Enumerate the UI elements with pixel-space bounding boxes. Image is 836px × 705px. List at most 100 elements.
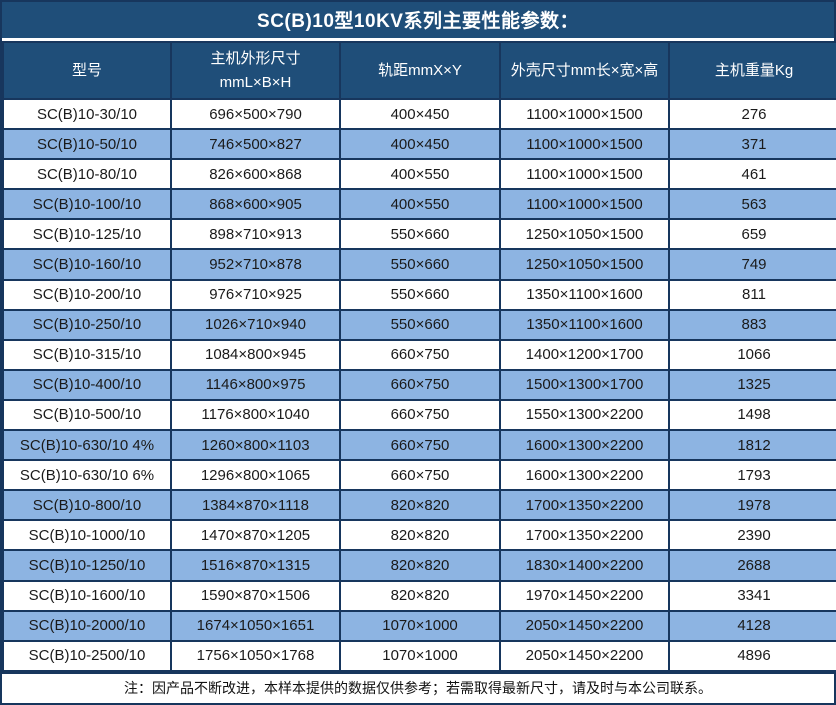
- table-cell: 1176×800×1040: [170, 398, 341, 432]
- column-header-weight: 主机重量Kg: [668, 41, 836, 100]
- table-cell: 1250×1050×1500: [499, 248, 670, 281]
- table-row: SC(B)10-630/10 6% 1296×800×1065 660×750 160…: [2, 459, 836, 492]
- column-header-rail-gauge: 轨距mmX×Y: [339, 41, 501, 100]
- table-cell: 1970×1450×2200: [499, 579, 670, 612]
- table-cell: 1978: [668, 489, 836, 522]
- table-cell: SC(B)10-500/10: [2, 398, 172, 432]
- table-cell: 1026×710×940: [170, 308, 341, 341]
- table-cell: 400×450: [339, 97, 501, 131]
- table-cell: SC(B)10-1000/10: [2, 519, 172, 552]
- table-cell: 1384×870×1118: [170, 489, 341, 522]
- table-cell: 1700×1350×2200: [499, 489, 670, 522]
- table-cell: SC(B)10-315/10: [2, 338, 172, 371]
- table-cell: 4128: [668, 609, 836, 642]
- table-cell: 746×500×827: [170, 128, 341, 161]
- table-cell: 1600×1300×2200: [499, 459, 670, 492]
- table-cell: SC(B)10-1250/10: [2, 549, 172, 582]
- table-cell: 898×710×913: [170, 218, 341, 251]
- table-cell: 820×820: [339, 579, 501, 612]
- table-row: SC(B)10-125/10 898×710×913 550×660 1250×105…: [2, 218, 836, 251]
- table-cell: SC(B)10-50/10: [2, 128, 172, 161]
- table-cell: 563: [668, 188, 836, 221]
- table-cell: 868×600×905: [170, 188, 341, 221]
- table-cell: SC(B)10-630/10 4%: [2, 429, 172, 462]
- table-cell: 660×750: [339, 398, 501, 432]
- table-cell: 461: [668, 158, 836, 191]
- table-cell: 820×820: [339, 549, 501, 582]
- table-row: SC(B)10-400/10 1146×800×975 660×750 1500×13…: [2, 368, 836, 401]
- table-cell: 400×450: [339, 128, 501, 161]
- table-cell: SC(B)10-2000/10: [2, 609, 172, 642]
- table-cell: 660×750: [339, 429, 501, 462]
- table-cell: 1250×1050×1500: [499, 218, 670, 251]
- table-cell: 820×820: [339, 519, 501, 552]
- table-cell: 371: [668, 128, 836, 161]
- table-cell: 660×750: [339, 459, 501, 492]
- table-cell: 1100×1000×1500: [499, 128, 670, 161]
- table-row: SC(B)10-200/10 976×710×925 550×660 1350×110…: [2, 278, 836, 311]
- table-cell: 1498: [668, 398, 836, 432]
- column-header-main-dimensions: 主机外形尺寸 mmL×B×H: [170, 41, 341, 100]
- table-cell: 1590×870×1506: [170, 579, 341, 612]
- table-cell: SC(B)10-200/10: [2, 278, 172, 311]
- table-cell: 400×550: [339, 188, 501, 221]
- table-cell: 1325: [668, 368, 836, 401]
- table-cell: 826×600×868: [170, 158, 341, 191]
- table-cell: SC(B)10-1600/10: [2, 579, 172, 612]
- table-cell: 883: [668, 308, 836, 341]
- table-cell: 1516×870×1315: [170, 549, 341, 582]
- table-cell: 1070×1000: [339, 609, 501, 642]
- table-cell: SC(B)10-80/10: [2, 158, 172, 191]
- table-row: SC(B)10-160/10 952×710×878 550×660 1250×105…: [2, 248, 836, 281]
- table-cell: 400×550: [339, 158, 501, 191]
- table-cell: 1100×1000×1500: [499, 97, 670, 131]
- table-cell: 1700×1350×2200: [499, 519, 670, 552]
- table-cell: 1470×870×1205: [170, 519, 341, 552]
- table-cell: 1550×1300×2200: [499, 398, 670, 432]
- table-cell: 276: [668, 97, 836, 131]
- table-cell: 749: [668, 248, 836, 281]
- table-cell: 820×820: [339, 489, 501, 522]
- table-cell: 1830×1400×2200: [499, 549, 670, 582]
- table-cell: 550×660: [339, 308, 501, 341]
- footer-note: 注：因产品不断改进，本样本提供的数据仅供参考；若需取得最新尺寸，请及时与本公司联…: [2, 672, 834, 703]
- table-cell: SC(B)10-100/10: [2, 188, 172, 221]
- column-header-enclosure-dimensions: 外壳尺寸mm长×宽×高: [499, 41, 670, 100]
- table-cell: 1793: [668, 459, 836, 492]
- table-row: SC(B)10-80/10 826×600×868 400×550 1100×1000…: [2, 158, 836, 191]
- table-cell: 2050×1450×2200: [499, 609, 670, 642]
- table-cell: 1350×1100×1600: [499, 278, 670, 311]
- table-cell: 1100×1000×1500: [499, 158, 670, 191]
- table-cell: 1756×1050×1768: [170, 639, 341, 673]
- table-cell: 811: [668, 278, 836, 311]
- table-cell: 1260×800×1103: [170, 429, 341, 462]
- table-cell: 976×710×925: [170, 278, 341, 311]
- table-row: SC(B)10-800/10 1384×870×1118 820×820 1700×1…: [2, 489, 836, 522]
- table-row: SC(B)10-30/10 696×500×790 400×450 1100×1000…: [2, 97, 836, 131]
- table-cell: 1296×800×1065: [170, 459, 341, 492]
- table-cell: 3341: [668, 579, 836, 612]
- table-row: SC(B)10-315/10 1084×800×945 660×750 1400×12…: [2, 338, 836, 371]
- table-cell: SC(B)10-800/10: [2, 489, 172, 522]
- spec-table: 型号 主机外形尺寸 mmL×B×H 轨距mmX×Y 外壳尺寸mm长×宽×高 主机…: [2, 41, 836, 673]
- table-cell: 659: [668, 218, 836, 251]
- table-header: 型号 主机外形尺寸 mmL×B×H 轨距mmX×Y 外壳尺寸mm长×宽×高 主机…: [2, 41, 836, 100]
- table-row: SC(B)10-1600/10 1590×870×1506 820×820 1970×…: [2, 579, 836, 612]
- table-row: SC(B)10-2500/10 1756×1050×1768 1070×1000 20…: [2, 639, 836, 673]
- table-cell: SC(B)10-630/10 6%: [2, 459, 172, 492]
- table-cell: 1674×1050×1651: [170, 609, 341, 642]
- table-row: SC(B)10-1000/10 1470×870×1205 820×820 1700×…: [2, 519, 836, 552]
- table-row: SC(B)10-2000/10 1674×1050×1651 1070×1000 20…: [2, 609, 836, 642]
- table-cell: 1146×800×975: [170, 368, 341, 401]
- table-cell: 1066: [668, 338, 836, 371]
- table-cell: 550×660: [339, 248, 501, 281]
- table-cell: 660×750: [339, 368, 501, 401]
- header-row: 型号 主机外形尺寸 mmL×B×H 轨距mmX×Y 外壳尺寸mm长×宽×高 主机…: [2, 41, 836, 100]
- table-cell: SC(B)10-160/10: [2, 248, 172, 281]
- table-cell: 696×500×790: [170, 97, 341, 131]
- column-header-model: 型号: [2, 41, 172, 100]
- page-title: SC(B)10型10KV系列主要性能参数：: [2, 2, 834, 41]
- table-cell: 660×750: [339, 338, 501, 371]
- table-cell: 2050×1450×2200: [499, 639, 670, 673]
